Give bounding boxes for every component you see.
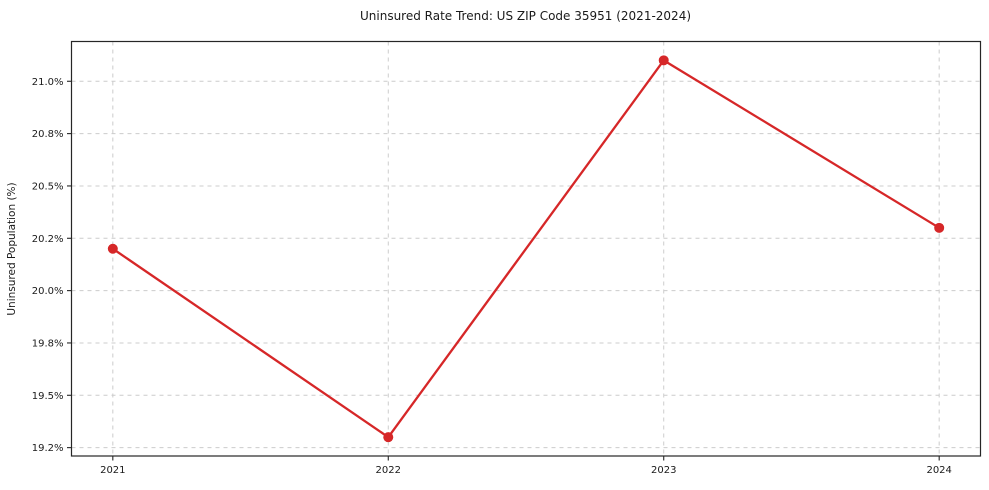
y-tick-label: 20.8% [32,129,64,140]
x-tick-label: 2024 [926,465,951,476]
y-tick-label: 19.2% [32,443,64,454]
x-tick-label: 2023 [651,465,676,476]
chart-title: Uninsured Rate Trend: US ZIP Code 35951 … [359,9,692,23]
y-tick-label: 21.0% [32,77,64,88]
y-axis-label: Uninsured Population (%) [6,182,18,316]
plot-border [70,40,982,457]
data-point-2021 [107,243,118,254]
y-tick-label: 20.2% [32,234,64,245]
data-point-2024 [934,222,945,233]
x-tick-label: 2021 [100,465,125,476]
y-tick-label: 20.5% [32,181,64,192]
x-tick-label: 2022 [376,465,401,476]
trend-line [111,59,941,439]
y-tick-label: 19.8% [32,338,64,349]
y-tick-label: 20.0% [32,286,64,297]
y-tick-label: 19.5% [32,391,64,402]
data-point-2023 [658,55,669,66]
data-point-2022 [383,432,394,443]
